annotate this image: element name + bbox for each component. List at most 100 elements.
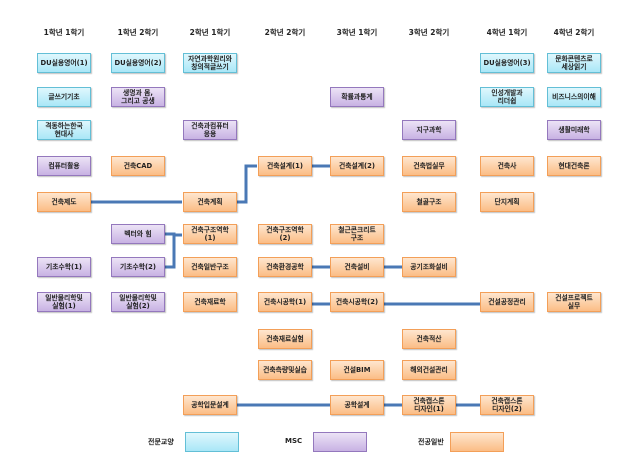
course-box: 자연과학원리와 창의적글쓰기 bbox=[183, 53, 237, 73]
course-box: 건설BIM bbox=[330, 360, 384, 380]
course-name: 생명과 몸, 그리고 공생 bbox=[121, 89, 155, 105]
course-name: 건축사 bbox=[497, 162, 517, 170]
course-name: DU실용영어(3) bbox=[483, 59, 531, 67]
course-name: 건축계획 bbox=[197, 198, 223, 206]
course-name: 건축제도 bbox=[51, 198, 77, 206]
course-box: DU실용영어(1) bbox=[37, 53, 91, 73]
course-box: 건축과컴퓨터 응용 bbox=[183, 120, 237, 140]
course-box: 일반물리학및 실험(2) bbox=[111, 292, 165, 312]
course-name: 건축환경공학 bbox=[266, 263, 304, 271]
course-name: DU실용영어(1) bbox=[40, 59, 88, 67]
legend-label-msc: MSC bbox=[285, 437, 303, 445]
course-name: 건축측량및실습 bbox=[263, 366, 307, 374]
course-name: 건축재료학 bbox=[194, 298, 226, 306]
course-name: 철골구조 bbox=[416, 198, 442, 206]
course-name: 확률과통계 bbox=[341, 93, 373, 101]
course-name: 비즈니스의이해 bbox=[552, 93, 596, 101]
course-name: 일반물리학및 실험(1) bbox=[45, 294, 83, 310]
legend-label-general-education: 전문교양 bbox=[148, 438, 174, 446]
course-name: 건축설계(2) bbox=[339, 162, 375, 170]
course-box: 격동하는한국 현대사 bbox=[37, 120, 91, 140]
course-name: 건축설비 bbox=[344, 263, 370, 271]
semester-header: 3학년 1학기 bbox=[336, 28, 378, 37]
course-name: DU실용영어(2) bbox=[114, 59, 162, 67]
course-box: 인성개발과 리더쉽 bbox=[480, 87, 534, 107]
course-name: 건축과컴퓨터 응용 bbox=[191, 122, 229, 138]
course-name: 생활미래학 bbox=[558, 126, 590, 134]
course-box: DU실용영어(3) bbox=[480, 53, 534, 73]
course-box: 건축설비 bbox=[330, 257, 384, 277]
course-box: 공학입문설계 bbox=[183, 395, 237, 415]
course-box: 벡터와 힘 bbox=[111, 224, 165, 244]
course-name: 현대건축론 bbox=[558, 162, 590, 170]
course-box: 건축캡스톤 디자인(2) bbox=[480, 395, 534, 415]
course-name: 격동하는한국 현대사 bbox=[45, 122, 83, 138]
legend-swatch-major bbox=[450, 432, 504, 452]
course-name: 해외건설관리 bbox=[410, 366, 448, 374]
course-name: 공기조화설비 bbox=[410, 263, 448, 271]
semester-header: 2학년 1학기 bbox=[189, 28, 231, 37]
course-box: 공기조화설비 bbox=[402, 257, 456, 277]
course-box: 건축시공학(2) bbox=[330, 292, 384, 312]
course-box: 기초수학(1) bbox=[37, 257, 91, 277]
course-box: 생명과 몸, 그리고 공생 bbox=[111, 87, 165, 107]
course-name: 건축재료실험 bbox=[266, 335, 304, 343]
course-box: 건축재료실험 bbox=[258, 329, 312, 349]
course-box: 건축제도 bbox=[37, 192, 91, 212]
course-box: 건축구조역학 (2) bbox=[258, 224, 312, 244]
course-box: 비즈니스의이해 bbox=[547, 87, 601, 107]
course-box: 건축계획 bbox=[183, 192, 237, 212]
course-name: 건축캡스톤 디자인(1) bbox=[413, 397, 445, 413]
semester-header: 3학년 2학기 bbox=[408, 28, 450, 37]
course-name: 공학설계 bbox=[344, 401, 370, 409]
course-box: 건축시공학(1) bbox=[258, 292, 312, 312]
semester-header: 4학년 1학기 bbox=[486, 28, 528, 37]
course-box: 건축일반구조 bbox=[183, 257, 237, 277]
course-name: 기초수학(2) bbox=[120, 263, 156, 271]
course-box: 건축사 bbox=[480, 156, 534, 176]
course-name: 벡터와 힘 bbox=[124, 230, 152, 238]
course-box: 문화콘텐츠로 세상읽기 bbox=[547, 53, 601, 73]
course-box: 지구과학 bbox=[402, 120, 456, 140]
semester-header: 2학년 2학기 bbox=[264, 28, 306, 37]
course-box: DU실용영어(2) bbox=[111, 53, 165, 73]
course-name: 건축시공학(2) bbox=[335, 298, 379, 306]
course-name: 단지계획 bbox=[494, 198, 520, 206]
course-name: 철근콘크리트 구조 bbox=[338, 226, 376, 242]
course-name: 컴퓨터활용 bbox=[48, 162, 80, 170]
connector-vector-to-structure1 bbox=[165, 232, 176, 269]
course-box: 철골구조 bbox=[402, 192, 456, 212]
course-box: 글쓰기기초 bbox=[37, 87, 91, 107]
legend-swatch-general-education bbox=[185, 432, 239, 452]
course-box: 생활미래학 bbox=[547, 120, 601, 140]
course-box: 해외건설관리 bbox=[402, 360, 456, 380]
course-name: 건설BIM bbox=[343, 366, 371, 374]
course-name: 문화콘텐츠로 세상읽기 bbox=[555, 55, 593, 71]
course-name: 건설공정관리 bbox=[488, 298, 526, 306]
course-box: 건축캡스톤 디자인(1) bbox=[402, 395, 456, 415]
course-name: 건축CAD bbox=[123, 162, 153, 170]
course-name: 건축법실무 bbox=[413, 162, 445, 170]
course-box: 건축적산 bbox=[402, 329, 456, 349]
course-name: 건축구조역학 (1) bbox=[191, 226, 229, 242]
course-name: 건축설계(1) bbox=[267, 162, 303, 170]
course-box: 건설프로젝트 실무 bbox=[547, 292, 601, 312]
course-box: 철근콘크리트 구조 bbox=[330, 224, 384, 244]
course-name: 일반물리학및 실험(2) bbox=[119, 294, 157, 310]
course-box: 건축설계(2) bbox=[330, 156, 384, 176]
course-box: 공학설계 bbox=[330, 395, 384, 415]
course-box: 건설공정관리 bbox=[480, 292, 534, 312]
course-name: 건축구조역학 (2) bbox=[266, 226, 304, 242]
course-name: 건축캡스톤 디자인(2) bbox=[491, 397, 523, 413]
course-name: 기초수학(1) bbox=[46, 263, 82, 271]
course-box: 건축환경공학 bbox=[258, 257, 312, 277]
course-box: 일반물리학및 실험(1) bbox=[37, 292, 91, 312]
connector-planning-to-design1 bbox=[237, 164, 257, 204]
course-name: 건축시공학(1) bbox=[263, 298, 307, 306]
course-name: 자연과학원리와 창의적글쓰기 bbox=[188, 55, 232, 71]
legend-swatch-msc bbox=[313, 432, 367, 452]
course-name: 건설프로젝트 실무 bbox=[555, 294, 593, 310]
course-name: 글쓰기기초 bbox=[48, 93, 80, 101]
course-box: 건축CAD bbox=[111, 156, 165, 176]
